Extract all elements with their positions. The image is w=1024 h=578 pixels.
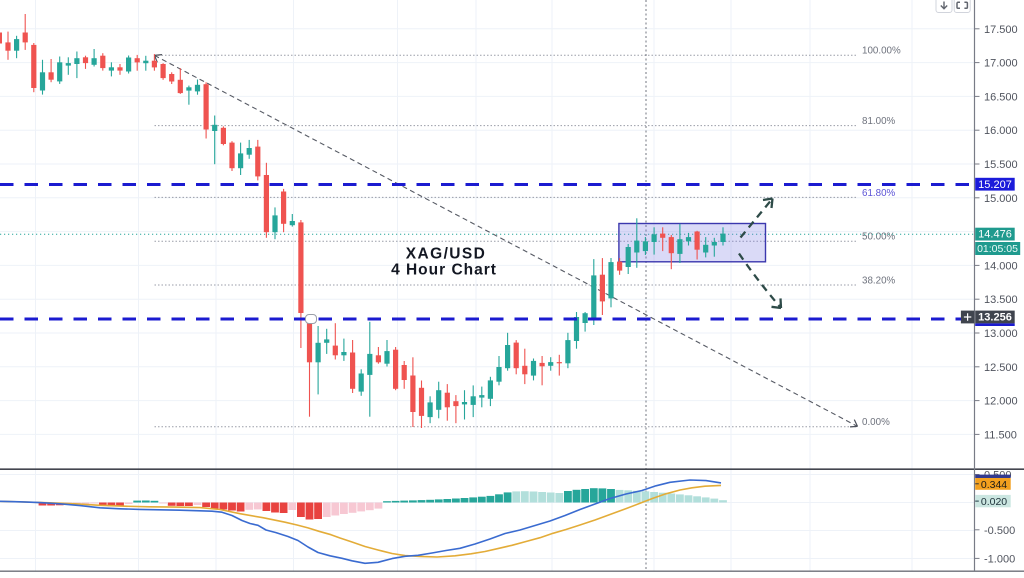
svg-text:13.500: 13.500 — [984, 294, 1018, 306]
svg-text:38.20%: 38.20% — [862, 276, 896, 287]
svg-text:13.256: 13.256 — [978, 312, 1012, 324]
svg-text:15.500: 15.500 — [984, 159, 1018, 171]
svg-text:4 Hour Chart: 4 Hour Chart — [391, 262, 497, 279]
svg-text:0.020: 0.020 — [981, 496, 1007, 508]
svg-text:XAG/USD: XAG/USD — [406, 246, 486, 263]
svg-text:01:05:05: 01:05:05 — [977, 243, 1018, 255]
svg-text:61.80%: 61.80% — [862, 188, 896, 199]
svg-text:0.344: 0.344 — [981, 479, 1007, 491]
svg-text:15.207: 15.207 — [978, 179, 1012, 191]
svg-text:16.500: 16.500 — [984, 91, 1018, 103]
svg-text:81.00%: 81.00% — [862, 116, 896, 127]
svg-text:-0.500: -0.500 — [984, 525, 1015, 537]
svg-text:17.000: 17.000 — [984, 58, 1018, 70]
svg-text:100.00%: 100.00% — [862, 46, 901, 57]
svg-text:14.476: 14.476 — [978, 229, 1012, 241]
svg-text:15.000: 15.000 — [984, 193, 1018, 205]
svg-text:50.00%: 50.00% — [862, 232, 896, 243]
svg-text:12.000: 12.000 — [984, 396, 1018, 408]
svg-text:12.500: 12.500 — [984, 362, 1018, 374]
svg-text:17.500: 17.500 — [984, 24, 1018, 36]
svg-text:0.00%: 0.00% — [862, 417, 890, 428]
svg-text:-1.000: -1.000 — [984, 553, 1015, 565]
svg-text:14.000: 14.000 — [984, 260, 1018, 272]
svg-text:11.500: 11.500 — [984, 429, 1017, 441]
svg-text:16.000: 16.000 — [984, 125, 1018, 137]
svg-text:13.000: 13.000 — [984, 328, 1018, 340]
